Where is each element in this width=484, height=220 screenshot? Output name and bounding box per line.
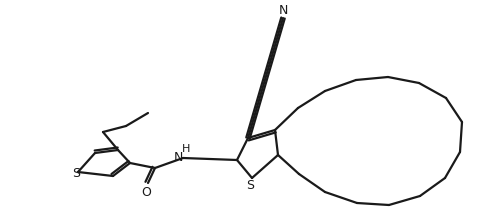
Text: O: O [141, 185, 151, 198]
Text: S: S [72, 167, 80, 180]
Text: S: S [245, 178, 254, 191]
Text: N: N [173, 150, 182, 163]
Text: N: N [278, 4, 287, 16]
Text: H: H [182, 144, 190, 154]
